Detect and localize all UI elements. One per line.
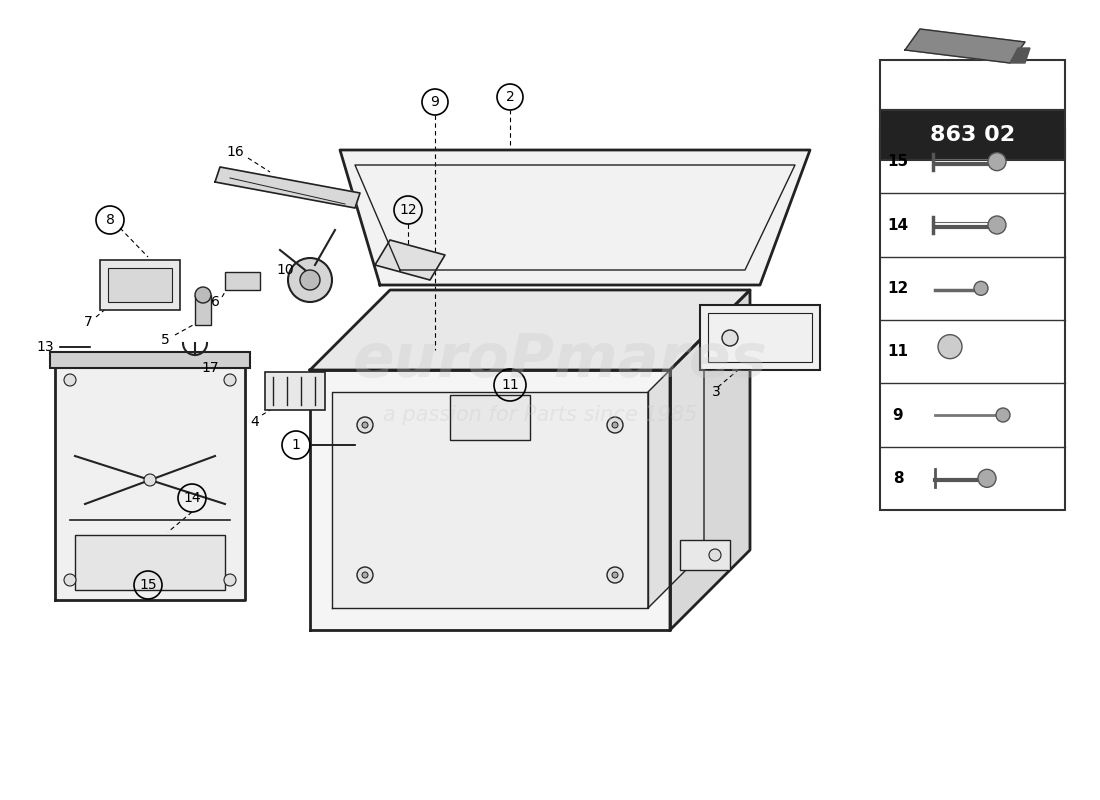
- Text: 8: 8: [106, 213, 114, 227]
- Circle shape: [974, 282, 988, 295]
- Text: 12: 12: [399, 203, 417, 217]
- Bar: [75, 535, 226, 590]
- Text: 15: 15: [888, 154, 909, 169]
- Polygon shape: [340, 150, 810, 285]
- Circle shape: [195, 287, 211, 303]
- Text: 14: 14: [888, 218, 909, 233]
- Circle shape: [362, 422, 369, 428]
- Text: 6: 6: [210, 295, 219, 309]
- Bar: [226, 272, 260, 290]
- Text: 7: 7: [84, 315, 92, 329]
- Circle shape: [224, 374, 236, 386]
- Text: 11: 11: [888, 344, 909, 359]
- Bar: [700, 305, 820, 370]
- Text: 1: 1: [292, 438, 300, 452]
- Bar: [50, 352, 250, 368]
- Text: euroPmares: euroPmares: [353, 330, 768, 390]
- Text: a passion for Parts since 1985: a passion for Parts since 1985: [383, 405, 697, 425]
- Text: 17: 17: [201, 361, 219, 375]
- Bar: [880, 130, 1065, 510]
- Text: 14: 14: [184, 491, 201, 505]
- Circle shape: [607, 417, 623, 433]
- Circle shape: [144, 474, 156, 486]
- Circle shape: [607, 567, 623, 583]
- Bar: [708, 313, 812, 362]
- Circle shape: [978, 470, 996, 487]
- Polygon shape: [214, 167, 360, 208]
- Text: 13: 13: [36, 340, 54, 354]
- Text: 4: 4: [251, 415, 260, 429]
- Text: 9: 9: [893, 407, 903, 422]
- Polygon shape: [375, 240, 446, 280]
- Text: 863 02: 863 02: [930, 125, 1015, 145]
- Circle shape: [358, 567, 373, 583]
- Text: 8: 8: [893, 471, 903, 486]
- Text: 12: 12: [888, 281, 909, 296]
- Polygon shape: [310, 370, 670, 630]
- Polygon shape: [905, 29, 1025, 63]
- Circle shape: [710, 549, 720, 561]
- Polygon shape: [648, 336, 704, 608]
- Polygon shape: [332, 392, 648, 608]
- Text: 9: 9: [430, 95, 439, 109]
- Bar: [450, 395, 530, 440]
- Circle shape: [938, 334, 962, 358]
- Bar: [680, 540, 730, 570]
- Bar: [880, 60, 1065, 110]
- Bar: [108, 268, 172, 302]
- Circle shape: [996, 408, 1010, 422]
- Circle shape: [612, 422, 618, 428]
- Circle shape: [288, 258, 332, 302]
- Circle shape: [64, 374, 76, 386]
- Text: 5: 5: [161, 333, 169, 347]
- Text: 16: 16: [227, 145, 244, 159]
- Circle shape: [300, 270, 320, 290]
- Circle shape: [64, 574, 76, 586]
- Bar: [880, 110, 1065, 160]
- Text: 3: 3: [712, 385, 720, 399]
- Polygon shape: [55, 360, 245, 600]
- Circle shape: [362, 572, 369, 578]
- Bar: [100, 260, 180, 310]
- Circle shape: [612, 572, 618, 578]
- Polygon shape: [1010, 48, 1030, 63]
- Bar: [265, 372, 324, 410]
- Circle shape: [358, 417, 373, 433]
- Circle shape: [722, 330, 738, 346]
- Polygon shape: [670, 290, 750, 630]
- Circle shape: [224, 574, 236, 586]
- Circle shape: [988, 216, 1007, 234]
- Text: 2: 2: [506, 90, 515, 104]
- Polygon shape: [310, 290, 750, 370]
- Circle shape: [988, 153, 1007, 170]
- Text: 11: 11: [502, 378, 519, 392]
- Text: 15: 15: [140, 578, 157, 592]
- Text: 10: 10: [276, 263, 294, 277]
- Bar: [195, 295, 211, 325]
